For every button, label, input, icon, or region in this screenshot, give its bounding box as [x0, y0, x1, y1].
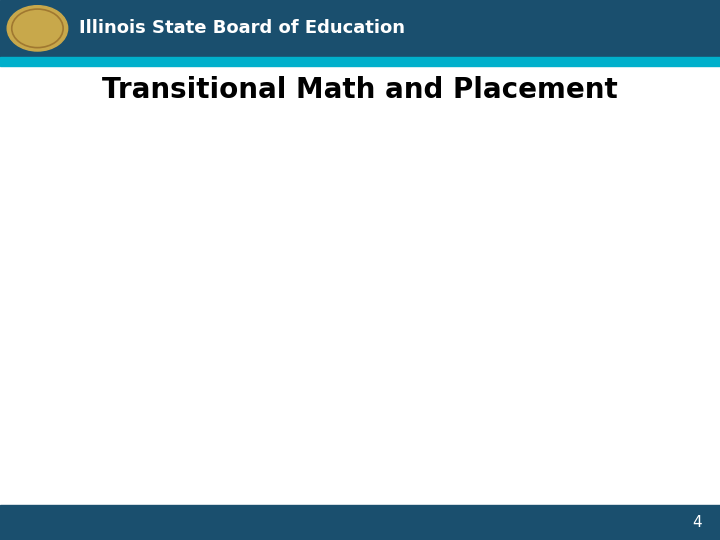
Bar: [0, 0, 720, 57]
Circle shape: [7, 6, 68, 51]
Text: Illinois State Board of Education: Illinois State Board of Education: [79, 19, 405, 37]
Text: 4: 4: [693, 515, 702, 530]
Bar: [0, 505, 720, 540]
Text: Transitional Math and Placement: Transitional Math and Placement: [102, 76, 618, 104]
Bar: [0, 57, 720, 66]
